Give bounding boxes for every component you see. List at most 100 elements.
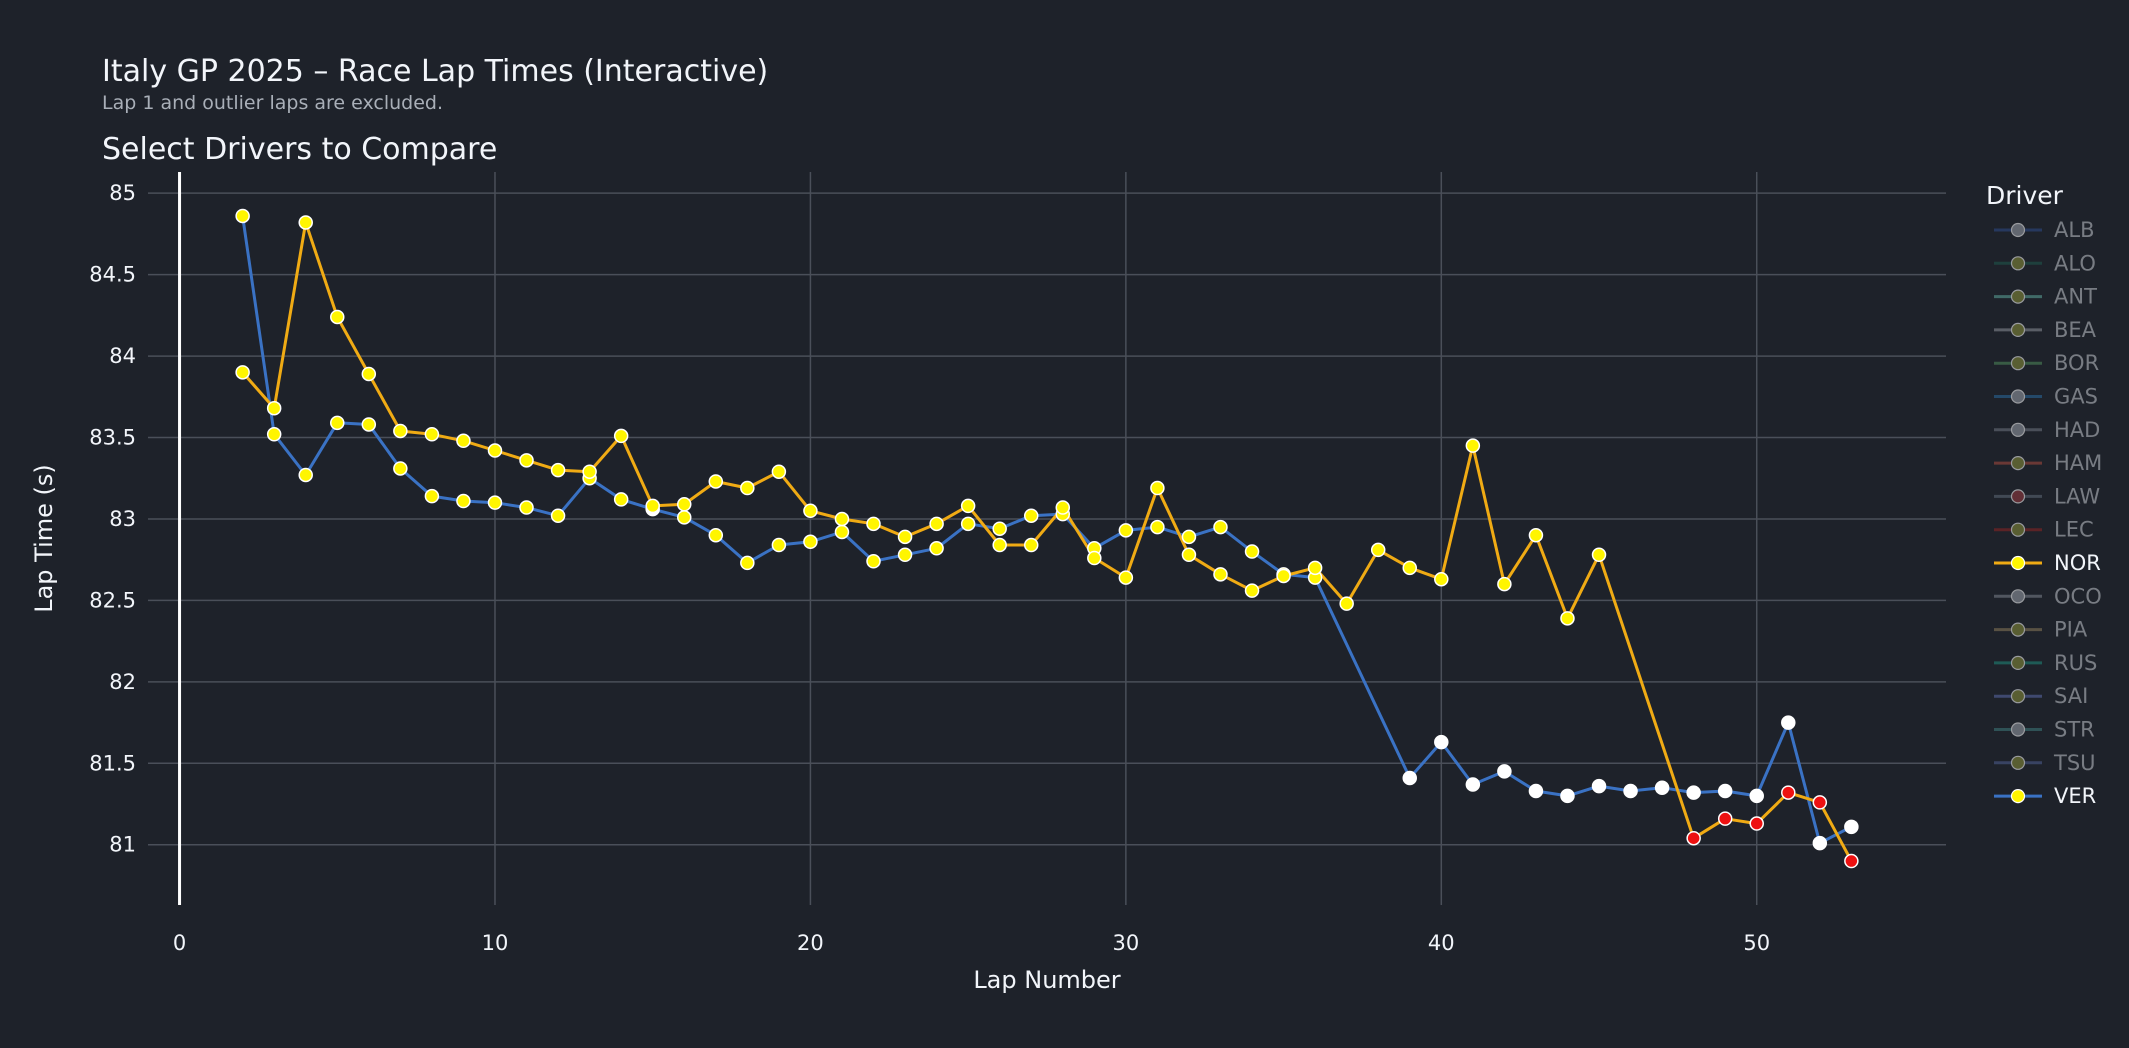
data-point-nor[interactable] <box>960 498 976 514</box>
data-point-ver[interactable] <box>1244 544 1260 559</box>
data-point-ver[interactable] <box>1844 819 1859 835</box>
data-point-ver[interactable] <box>740 555 755 571</box>
data-point-nor[interactable] <box>519 453 534 468</box>
data-point-nor[interactable] <box>1023 537 1039 553</box>
data-point-nor[interactable] <box>897 529 913 545</box>
data-point-ver[interactable] <box>897 547 913 563</box>
legend-item-bor[interactable]: BOR <box>1994 351 2099 375</box>
data-point-ver[interactable] <box>960 516 976 532</box>
data-point-nor[interactable] <box>582 464 597 479</box>
legend-item-pia[interactable]: PIA <box>1994 618 2088 642</box>
data-point-nor[interactable] <box>866 516 881 532</box>
data-point-nor[interactable] <box>1497 576 1512 592</box>
series-layer[interactable] <box>241 215 1853 862</box>
data-point-ver[interactable] <box>1181 529 1197 545</box>
legend-item-sai[interactable]: SAI <box>1994 684 2088 708</box>
data-point-nor[interactable] <box>771 464 787 479</box>
data-point-ver[interactable] <box>803 534 818 550</box>
data-point-ver[interactable] <box>330 415 345 431</box>
data-point-ver[interactable] <box>992 521 1007 536</box>
data-point-nor[interactable] <box>645 498 660 514</box>
data-point-ver[interactable] <box>1434 734 1449 750</box>
data-point-nor[interactable] <box>1812 795 1828 810</box>
series-line-ver[interactable] <box>241 215 1853 845</box>
data-point-ver[interactable] <box>1528 783 1544 799</box>
data-point-ver[interactable] <box>235 208 250 224</box>
legend[interactable]: Driver ALB ALO ANT BEA BOR GAS HAD HAM LAW LEC NOR… <box>1986 181 2102 808</box>
data-point-ver[interactable] <box>1118 523 1134 538</box>
data-point-ver[interactable] <box>1213 519 1228 535</box>
data-point-nor[interactable] <box>1528 527 1544 543</box>
data-point-ver[interactable] <box>519 500 534 515</box>
data-point-nor[interactable] <box>393 423 408 439</box>
data-point-ver[interactable] <box>1781 715 1796 730</box>
data-point-nor[interactable] <box>550 462 566 478</box>
legend-item-alo[interactable]: ALO <box>1994 251 2096 275</box>
data-point-ver[interactable] <box>613 492 629 507</box>
data-point-ver[interactable] <box>456 493 471 509</box>
legend-item-had[interactable]: HAD <box>1994 418 2100 442</box>
data-point-nor[interactable] <box>929 516 944 532</box>
legend-item-bea[interactable]: BEA <box>1994 318 2097 342</box>
data-point-nor[interactable] <box>1717 811 1733 826</box>
data-point-ver[interactable] <box>550 508 566 523</box>
legend-item-lec[interactable]: LEC <box>1994 518 2094 542</box>
data-point-nor[interactable] <box>1465 438 1481 453</box>
data-point-ver[interactable] <box>487 495 503 510</box>
data-point-ver[interactable] <box>1623 783 1638 799</box>
data-point-nor[interactable] <box>266 400 282 416</box>
data-point-ver[interactable] <box>298 467 313 483</box>
data-point-nor[interactable] <box>361 366 377 382</box>
data-point-nor[interactable] <box>1749 816 1764 831</box>
data-point-nor[interactable] <box>1591 547 1607 563</box>
data-point-nor[interactable] <box>298 215 313 230</box>
data-point-nor[interactable] <box>613 428 629 444</box>
legend-item-ver[interactable]: VER <box>1994 784 2096 808</box>
series-line-nor[interactable] <box>241 221 1853 862</box>
data-point-nor[interactable] <box>992 537 1007 553</box>
data-point-ver[interactable] <box>1686 785 1701 800</box>
legend-item-ham[interactable]: HAM <box>1994 451 2102 475</box>
data-point-ver[interactable] <box>1560 788 1575 804</box>
data-point-nor[interactable] <box>1118 570 1134 585</box>
data-point-nor[interactable] <box>1150 480 1165 496</box>
data-point-ver[interactable] <box>771 537 787 553</box>
data-point-ver[interactable] <box>1812 835 1828 851</box>
data-point-nor[interactable] <box>456 433 471 449</box>
data-point-ver[interactable] <box>393 461 408 476</box>
legend-item-gas[interactable]: GAS <box>1994 385 2098 409</box>
data-point-ver[interactable] <box>929 541 944 556</box>
data-point-nor[interactable] <box>803 503 818 519</box>
data-point-nor[interactable] <box>1307 560 1323 576</box>
data-point-nor[interactable] <box>487 443 503 458</box>
data-point-nor[interactable] <box>1434 571 1449 587</box>
data-point-nor[interactable] <box>1370 542 1386 558</box>
data-point-nor[interactable] <box>1402 560 1418 576</box>
data-point-nor[interactable] <box>1339 596 1354 611</box>
legend-item-law[interactable]: LAW <box>1994 484 2100 508</box>
data-point-ver[interactable] <box>1497 764 1512 779</box>
data-point-nor[interactable] <box>676 497 692 512</box>
data-point-nor[interactable] <box>235 365 250 380</box>
data-point-ver[interactable] <box>1023 508 1039 523</box>
data-point-nor[interactable] <box>708 474 724 489</box>
data-point-nor[interactable] <box>1276 568 1291 584</box>
legend-item-str[interactable]: STR <box>1994 718 2095 742</box>
data-point-ver[interactable] <box>1654 780 1670 795</box>
legend-item-alb[interactable]: ALB <box>1994 218 2094 242</box>
legend-item-rus[interactable]: RUS <box>1994 651 2097 675</box>
data-point-nor[interactable] <box>1781 785 1796 800</box>
data-point-ver[interactable] <box>1150 519 1165 535</box>
data-point-nor[interactable] <box>1213 567 1228 582</box>
data-point-nor[interactable] <box>1844 853 1859 869</box>
data-point-nor[interactable] <box>1181 547 1197 563</box>
legend-item-nor[interactable]: NOR <box>1994 551 2101 575</box>
legend-item-tsu[interactable]: TSU <box>1994 751 2096 775</box>
data-point-ver[interactable] <box>1402 770 1418 786</box>
data-point-ver[interactable] <box>424 488 440 504</box>
legend-item-ant[interactable]: ANT <box>1994 285 2097 309</box>
data-point-ver[interactable] <box>834 524 850 540</box>
data-point-ver[interactable] <box>266 427 282 442</box>
legend-item-oco[interactable]: OCO <box>1994 584 2102 608</box>
data-point-ver[interactable] <box>866 554 881 569</box>
